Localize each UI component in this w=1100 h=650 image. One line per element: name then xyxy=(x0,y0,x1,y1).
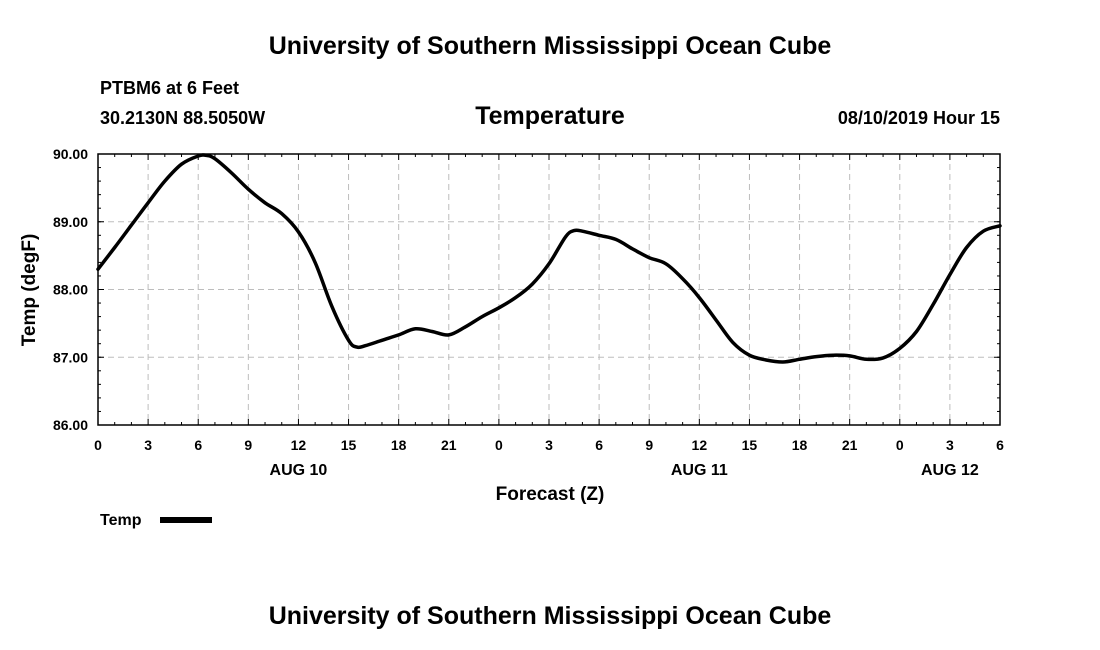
legend-label: Temp xyxy=(100,512,142,529)
plot-title: Temperature xyxy=(475,102,625,130)
y-tick-label: 86.00 xyxy=(53,417,88,433)
x-tick-label: 9 xyxy=(244,437,252,453)
date-label: AUG 11 xyxy=(671,462,728,479)
date-label: AUG 12 xyxy=(921,462,979,479)
timestamp-label: 08/10/2019 Hour 15 xyxy=(838,108,1000,128)
x-tick-label: 0 xyxy=(896,437,904,453)
y-tick-label: 89.00 xyxy=(53,214,88,230)
x-axis: 0 3 6 9 12 15 18 21 0 3 6 9 12 15 18 21 0 3 6 xyxy=(94,154,1004,453)
legend: Temp xyxy=(100,512,212,529)
date-label: AUG 10 xyxy=(270,462,328,479)
x-tick-label: 6 xyxy=(194,437,202,453)
x-tick-label: 18 xyxy=(792,437,808,453)
y-tick-label: 90.00 xyxy=(53,146,88,162)
x-tick-label: 0 xyxy=(94,437,102,453)
x-tick-label: 21 xyxy=(441,437,457,453)
x-tick-label: 9 xyxy=(645,437,653,453)
x-tick-label: 3 xyxy=(545,437,553,453)
x-tick-label: 3 xyxy=(946,437,954,453)
grid-lines xyxy=(98,154,1000,425)
x-tick-label: 12 xyxy=(692,437,708,453)
x-tick-label: 21 xyxy=(842,437,858,453)
x-tick-label: 12 xyxy=(291,437,307,453)
y-tick-label: 88.00 xyxy=(53,282,88,298)
top-title: University of Southern Mississippi Ocean… xyxy=(269,32,832,60)
y-axis: 86.00 87.00 88.00 89.00 90.00 xyxy=(53,146,1000,433)
x-tick-label: 0 xyxy=(495,437,503,453)
x-tick-label: 6 xyxy=(595,437,603,453)
series-line-temp xyxy=(96,153,1002,364)
x-tick-label: 15 xyxy=(341,437,357,453)
y-axis-label: Temp (degF) xyxy=(19,234,40,347)
bottom-title: University of Southern Mississippi Ocean… xyxy=(269,602,832,630)
station-label: PTBM6 at 6 Feet xyxy=(100,78,239,98)
x-tick-label: 15 xyxy=(742,437,758,453)
x-tick-label: 3 xyxy=(144,437,152,453)
x-axis-label: Forecast (Z) xyxy=(496,484,605,505)
date-labels: AUG 10 AUG 11 AUG 12 xyxy=(270,462,979,479)
x-tick-label: 18 xyxy=(391,437,407,453)
coordinates-label: 30.2130N 88.5050W xyxy=(100,108,265,128)
x-tick-label: 6 xyxy=(996,437,1004,453)
y-tick-label: 87.00 xyxy=(53,349,88,365)
